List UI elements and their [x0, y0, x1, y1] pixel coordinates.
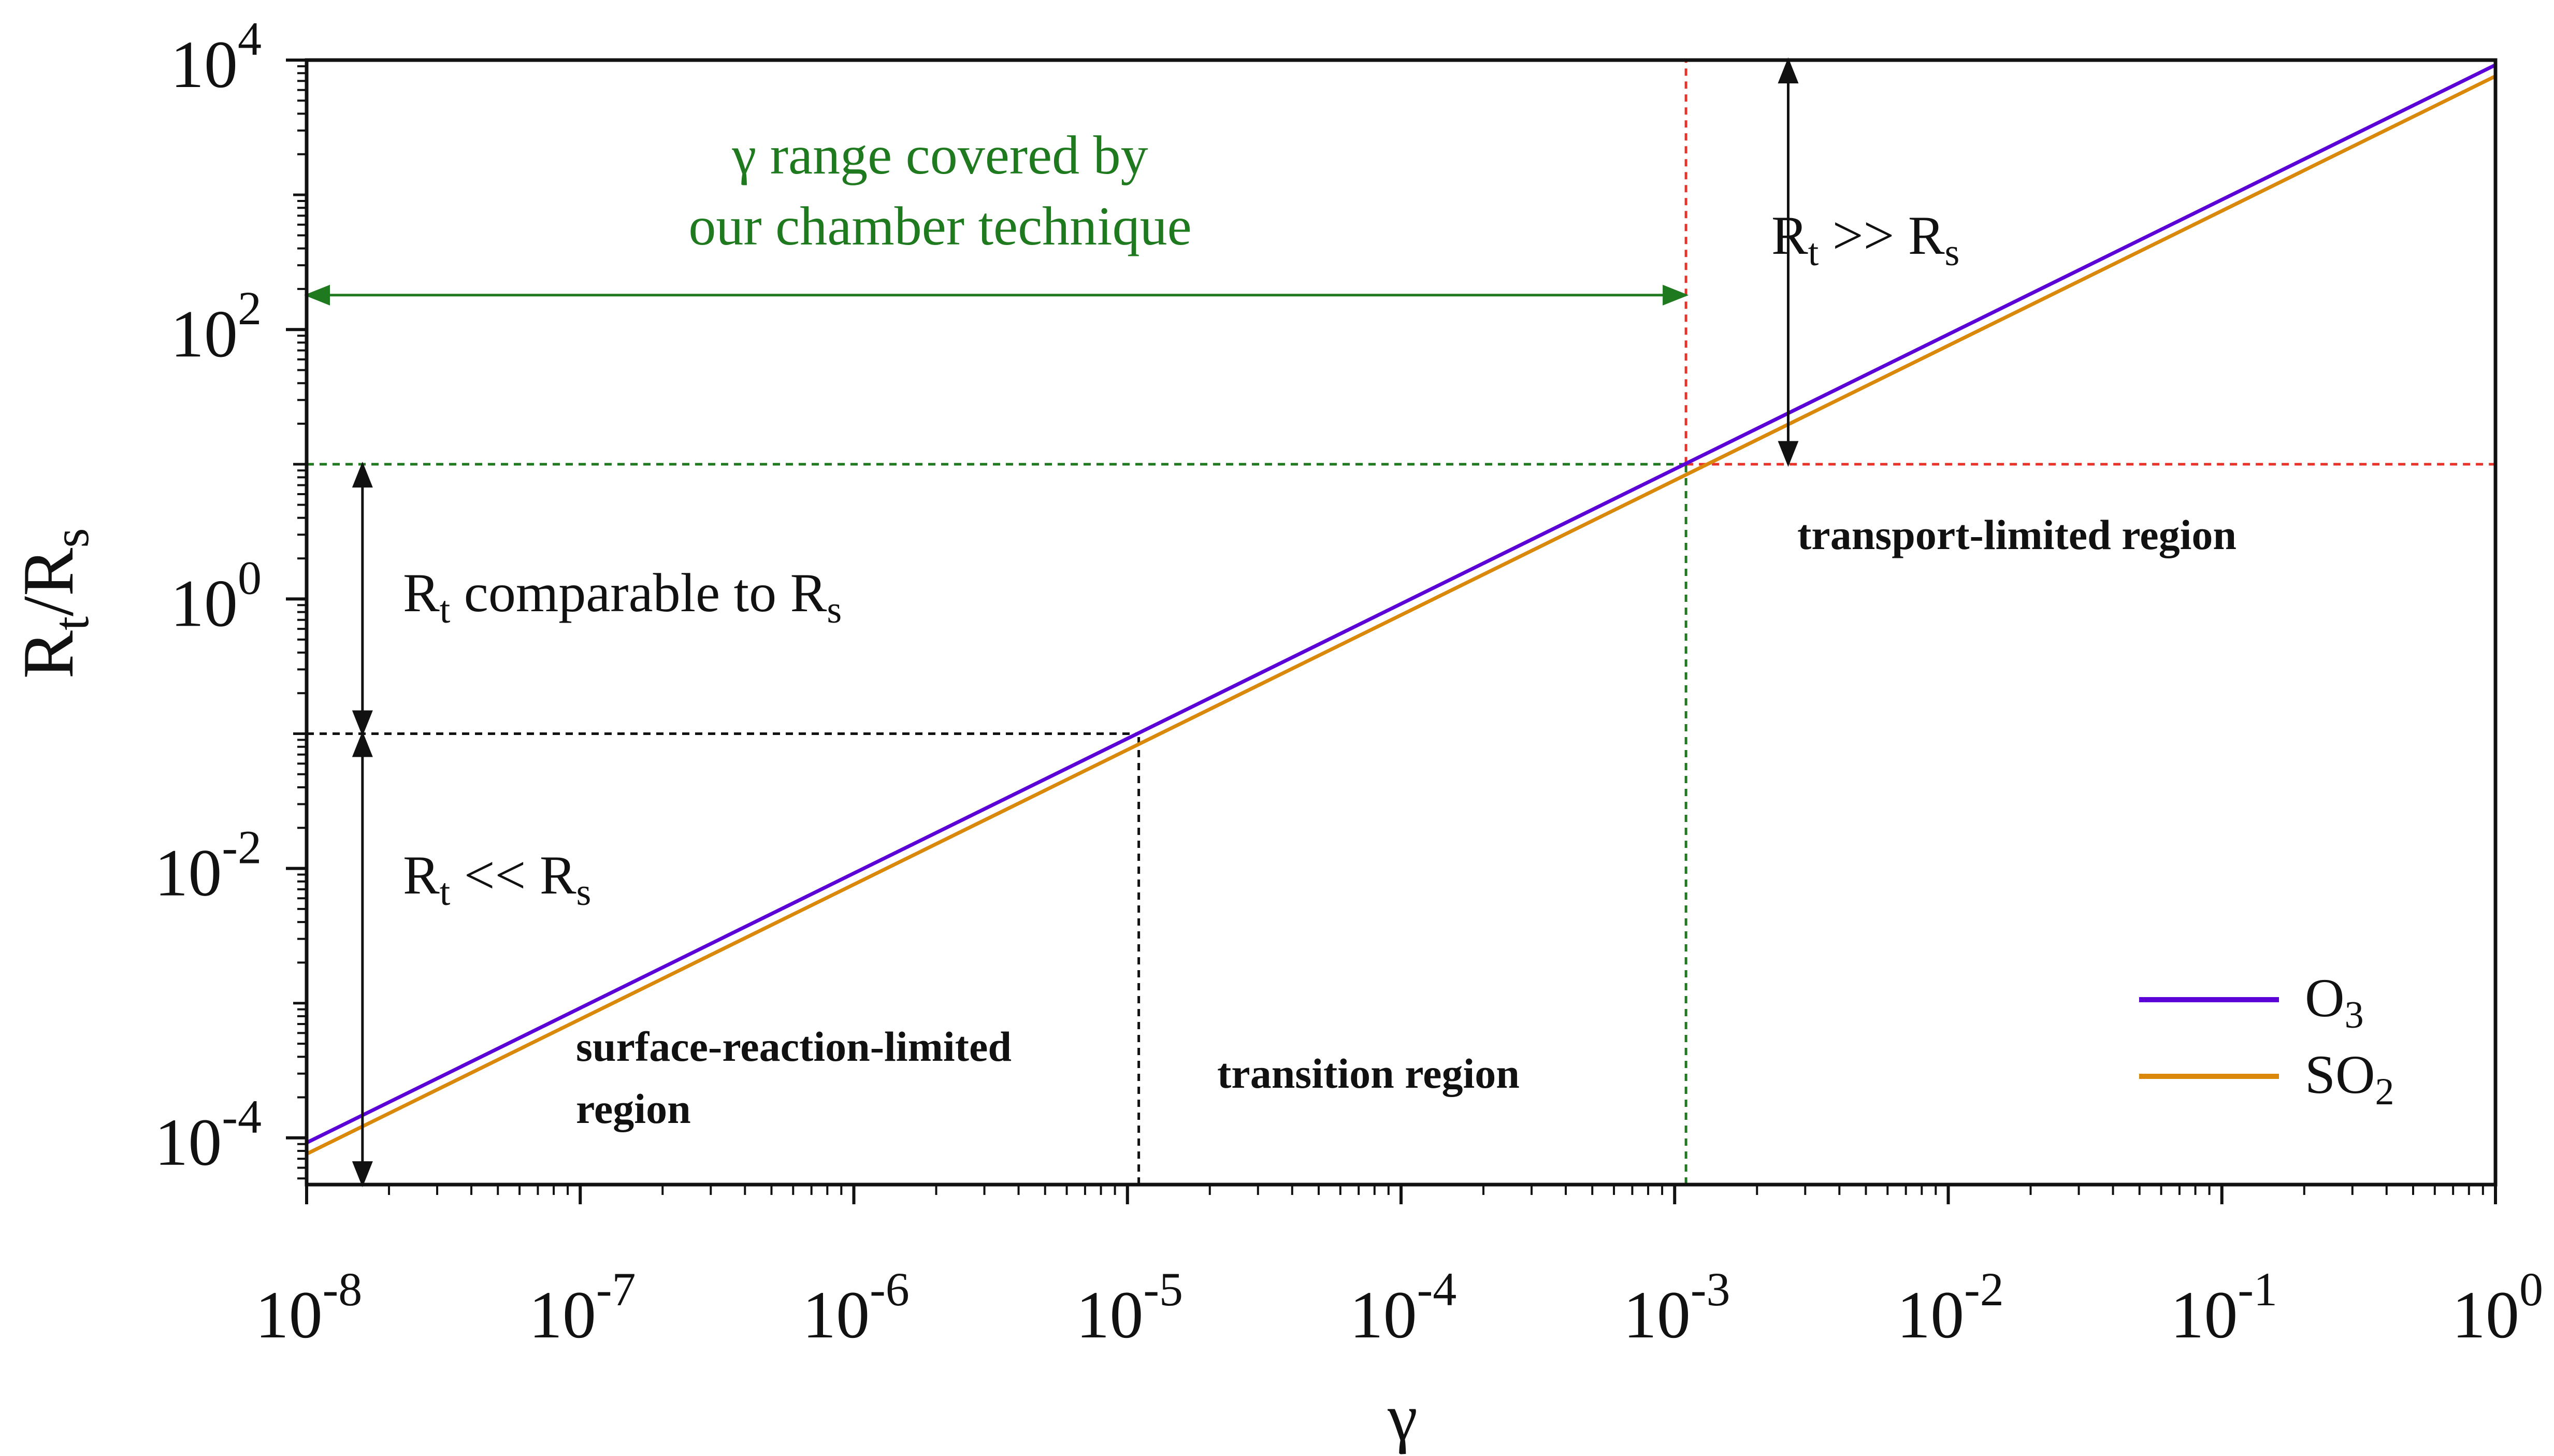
surface-region-label-line2: region — [576, 1085, 691, 1132]
x-tick-label-base: 10 — [1076, 1278, 1143, 1352]
series-layer — [306, 63, 2497, 1156]
y-tick-label: 102 — [170, 282, 262, 371]
rt-comparable-r: R — [403, 563, 440, 623]
x-tick-label-base: 10 — [1350, 1278, 1417, 1352]
x-tick-label-exponent: 0 — [2519, 1263, 2543, 1316]
y-tick-label-exponent: 2 — [238, 282, 262, 335]
rt-much-greater-sub-t: t — [1808, 232, 1819, 274]
x-tick-label-exponent: -5 — [1143, 1263, 1183, 1316]
legend-label-o3-main: O — [2305, 968, 2345, 1028]
x-tick-label: 10-7 — [529, 1263, 636, 1352]
rt-much-less-annotation: Rt << Rs — [403, 845, 591, 914]
gamma-range-annotation-line1: γ range covered by — [731, 125, 1148, 185]
x-tick-label-exponent: -1 — [2238, 1263, 2277, 1316]
x-tick-label-exponent: -4 — [1417, 1263, 1457, 1316]
x-tick-label-exponent: -2 — [1964, 1263, 2004, 1316]
transport-limited-region-label: transport-limited region — [1797, 511, 2236, 558]
y-axis-label-main: R — [8, 630, 89, 679]
x-tick-label: 10-3 — [1623, 1263, 1730, 1352]
y-tick-label-exponent: -4 — [222, 1090, 262, 1143]
y-axis-label-sub2: s — [44, 528, 99, 547]
x-tick-label-base: 10 — [255, 1278, 323, 1352]
rt-much-less-r: R — [403, 845, 440, 905]
y-tick-label-base: 10 — [170, 297, 238, 371]
y-axis-label-mid: /R — [8, 547, 89, 616]
y-tick-label-base: 10 — [154, 836, 222, 911]
x-tick-label: 10-2 — [1897, 1263, 2004, 1352]
y-tick-label-exponent: 0 — [238, 551, 262, 604]
rt-much-greater-r: R — [1771, 205, 1808, 266]
x-tick-label: 10-1 — [2170, 1263, 2277, 1352]
y-tick-label: 10-2 — [154, 821, 262, 911]
x-tick-label: 10-6 — [802, 1263, 910, 1352]
y-axis-label-sub1: t — [44, 616, 99, 630]
y-tick-label-exponent: 4 — [238, 12, 262, 65]
legend-label-o3-sub: 3 — [2345, 994, 2364, 1036]
x-tick-label-exponent: -8 — [323, 1263, 363, 1316]
transition-region-label: transition region — [1217, 1050, 1520, 1097]
y-axis-label: Rt/Rs — [8, 528, 99, 679]
rt-much-greater-mid: >> R — [1819, 205, 1945, 266]
y-tick-label-base: 10 — [154, 1105, 222, 1180]
x-tick-label-exponent: -6 — [870, 1263, 910, 1316]
rt-comparable-annotation: Rt comparable to Rs — [403, 563, 842, 631]
gamma-range-annotation-line2: our chamber technique — [688, 196, 1191, 256]
legend: O3 SO2 — [2139, 968, 2394, 1113]
rt-much-greater-annotation: Rt >> Rs — [1771, 205, 1959, 274]
tick-layer — [286, 59, 2497, 1204]
legend-label-o3: O3 — [2305, 968, 2364, 1036]
x-tick-label-base: 10 — [1897, 1278, 1964, 1352]
y-tick-label: 100 — [170, 551, 262, 641]
x-tick-label-base: 10 — [1623, 1278, 1691, 1352]
rt-much-greater-sub-s: s — [1945, 232, 1960, 274]
x-tick-label: 10-8 — [255, 1263, 363, 1352]
x-tick-label: 10-4 — [1350, 1263, 1457, 1352]
series-line-so2 — [306, 74, 2497, 1156]
x-tick-label-exponent: -3 — [1691, 1263, 1730, 1316]
rt-much-less-mid: << R — [450, 845, 576, 905]
x-tick-label-base: 10 — [2170, 1278, 2238, 1352]
x-tick-label-exponent: -7 — [596, 1263, 636, 1316]
reference-lines — [307, 60, 2495, 1185]
x-tick-label-base: 10 — [2452, 1278, 2519, 1352]
y-tick-label-base: 10 — [170, 566, 238, 641]
legend-label-so2: SO2 — [2305, 1044, 2394, 1113]
series-line-o3 — [306, 63, 2497, 1145]
rt-much-less-sub-s: s — [576, 871, 591, 914]
x-tick-label: 10-5 — [1076, 1263, 1183, 1352]
x-tick-label: 100 — [2452, 1263, 2543, 1352]
legend-label-so2-sub: 2 — [2375, 1071, 2394, 1113]
rt-comparable-sub-s: s — [827, 589, 842, 631]
y-tick-label: 10-4 — [154, 1090, 262, 1180]
y-tick-label: 104 — [170, 12, 262, 102]
legend-label-so2-main: SO — [2305, 1044, 2375, 1105]
arrow-layer — [304, 57, 1799, 1187]
rt-comparable-sub-t: t — [440, 589, 451, 631]
rt-much-less-sub-t: t — [440, 871, 451, 914]
x-tick-label-base: 10 — [802, 1278, 870, 1352]
x-tick-label-base: 10 — [529, 1278, 596, 1352]
rt-comparable-mid: comparable to R — [450, 563, 827, 623]
x-axis-label: γ — [1387, 1380, 1417, 1455]
tick-label-layer: 10-8 10-7 10-6 10-5 10-4 10-3 10-2 10-1 10010-41… — [154, 12, 2543, 1352]
y-tick-label-exponent: -2 — [222, 821, 262, 874]
y-tick-label-base: 10 — [170, 27, 238, 102]
surface-region-label-line1: surface-reaction-limited — [576, 1023, 1012, 1070]
